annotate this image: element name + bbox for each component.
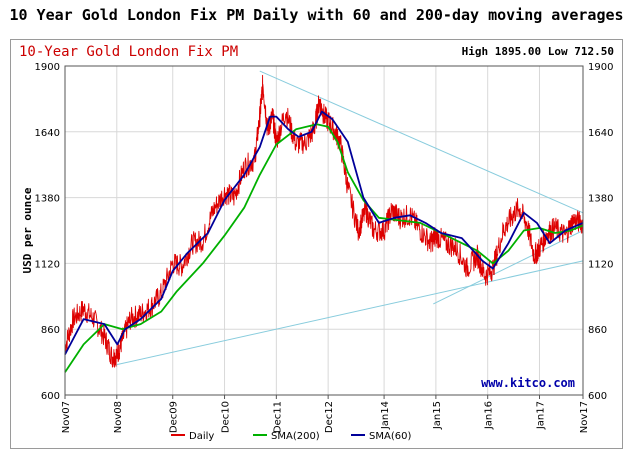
x-tick-label: Dec09 (169, 401, 180, 433)
x-axis: Nov07 Nov08 Dec09 Dec10 Dec11 Dec12 Jan14 Jan15… (61, 395, 590, 433)
y-tick-label-right: 1120 (588, 259, 613, 270)
y-tick-label-left: 1900 (35, 62, 60, 73)
x-tick-label: Jan16 (484, 401, 495, 430)
trendline (116, 260, 584, 366)
x-tick-label: Jan17 (535, 401, 546, 430)
y-tick-label-left: 860 (41, 325, 60, 336)
plot-frame (64, 65, 584, 396)
legend-label-sma-60: SMA(60) (369, 431, 411, 442)
x-tick-label: Dec10 (221, 401, 232, 433)
series-sma-200-line (64, 123, 584, 373)
high-low-label: High 1895.00 Low 712.50 (462, 45, 614, 58)
legend-label-daily: Daily (189, 431, 214, 442)
y-tick-label-right: 600 (588, 391, 607, 402)
y-axis-left: 600 860 1120 1380 1640 1900 (35, 62, 60, 402)
x-tick-label: Nov07 (61, 401, 72, 433)
x-tick-label: Dec12 (324, 401, 335, 433)
page-title: 10 Year Gold London Fix PM Daily with 60… (9, 6, 624, 24)
x-tick-label: Nov17 (579, 401, 590, 433)
chart-title: 10-Year Gold London Fix PM (19, 44, 238, 60)
y-tick-label-right: 860 (588, 325, 607, 336)
trendline (433, 230, 584, 305)
x-tick-label: Nov08 (113, 401, 124, 433)
y-tick-label-left: 1380 (35, 194, 60, 205)
y-tick-label-right: 1380 (588, 194, 613, 205)
x-tick-label: Dec11 (272, 401, 283, 433)
legend: Daily SMA(200) SMA(60) (171, 431, 411, 442)
y-tick-label-left: 600 (41, 391, 60, 402)
watermark: www.kitco.com (481, 376, 575, 390)
y-tick-label-right: 1640 (588, 128, 613, 139)
trendline (259, 70, 584, 214)
x-tick-label: Jan14 (380, 401, 391, 430)
legend-label-sma-200: SMA(200) (271, 431, 320, 442)
trendlines (116, 70, 584, 366)
chart-panel: 10-Year Gold London Fix PM High 1895.00 … (10, 39, 623, 449)
x-tick-label: Jan15 (432, 401, 443, 430)
series-daily-line (64, 74, 584, 368)
y-tick-label-left: 1120 (35, 259, 60, 270)
series-sma-60-line (64, 110, 584, 355)
gold-price-chart: 10-Year Gold London Fix PM High 1895.00 … (19, 44, 614, 442)
series-group (64, 74, 584, 373)
y-tick-label-right: 1900 (588, 62, 613, 73)
y-tick-label-left: 1640 (35, 128, 60, 139)
y-axis-right: 600 860 1120 1380 1640 1900 (588, 62, 613, 402)
y-axis-label: USD per ounce (21, 187, 34, 273)
